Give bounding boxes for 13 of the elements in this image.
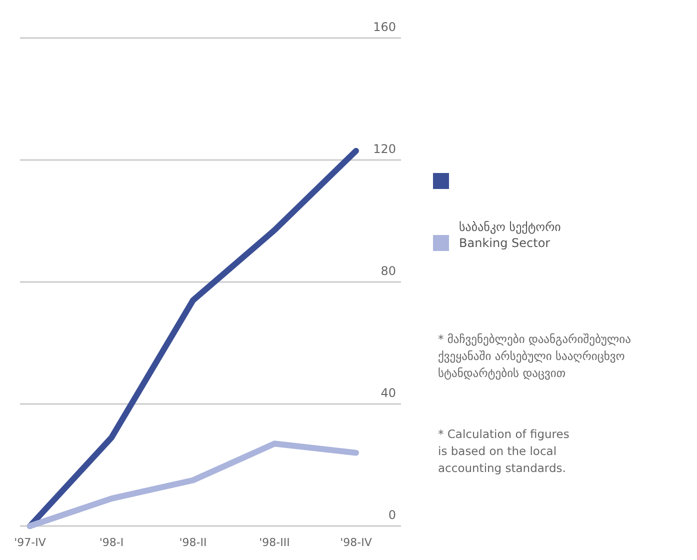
y-tick-label: 160 [373, 20, 396, 34]
legend-label: საბანკო სექტორი Banking Sector [459, 220, 561, 250]
x-tick-label: '97-IV [14, 536, 46, 549]
x-tick-label: '98-IV [340, 536, 372, 549]
text: * მაჩვენებლები დაანგარიშებულია ქვეყანაში არსებული სააღრიცხვო სტანდარტების დაცვით [438, 332, 632, 380]
x-tick-label: '98-II [179, 536, 207, 549]
y-tick-label: 0 [388, 508, 396, 522]
y-tick-label: 120 [373, 142, 396, 156]
y-tick-label: 40 [380, 386, 396, 400]
x-tick-label: '98-III [259, 536, 290, 549]
y-tick-label: 80 [380, 264, 396, 278]
x-tick-label: '98-I [99, 536, 124, 549]
text: * Calculation of figures is based on the local accounting standards. [438, 427, 570, 475]
